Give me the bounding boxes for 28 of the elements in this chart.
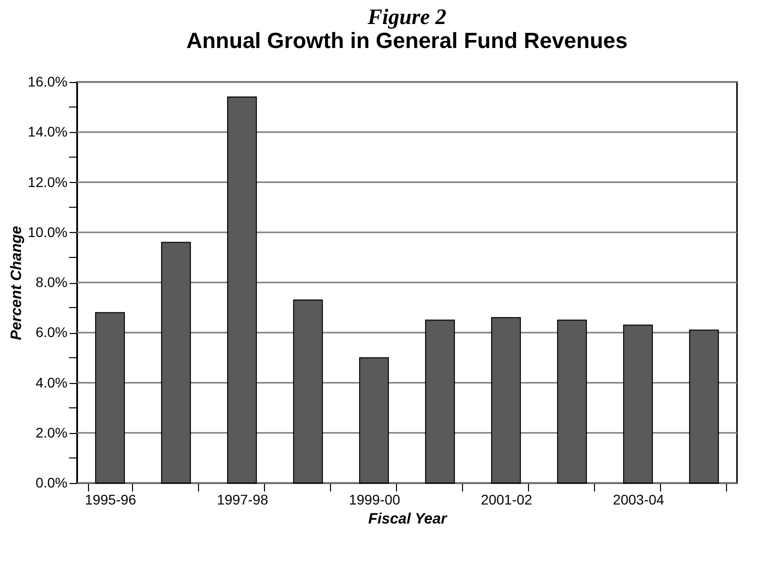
x-tick-label: 2001-02 <box>480 492 532 508</box>
bar <box>689 330 719 484</box>
bar <box>359 357 389 484</box>
y-tick-label: 12.0% <box>28 174 68 190</box>
bar <box>491 317 521 484</box>
x-tick-label: 1997-98 <box>216 492 268 508</box>
y-tick-label: 10.0% <box>28 224 68 240</box>
bar <box>425 320 455 484</box>
x-tick-label: 1995-96 <box>84 492 136 508</box>
y-tick-label: 2.0% <box>36 424 68 440</box>
bar <box>293 300 323 484</box>
y-tick-label: 8.0% <box>36 274 68 290</box>
bar <box>95 312 125 484</box>
chart-subtitle: Annual Growth in General Fund Revenues <box>186 28 628 53</box>
bar <box>557 320 587 484</box>
chart-title: Figure 2 <box>366 4 446 29</box>
x-tick-label: 1999-00 <box>348 492 400 508</box>
bar <box>623 324 653 484</box>
bar <box>227 96 257 484</box>
y-tick-label: 14.0% <box>28 124 68 140</box>
x-axis-title: Fiscal Year <box>368 510 448 528</box>
y-tick-label: 6.0% <box>36 324 68 340</box>
y-tick-label: 0.0% <box>36 474 68 490</box>
y-tick-label: 16.0% <box>28 74 68 90</box>
x-tick-label: 2003-04 <box>612 492 664 508</box>
y-axis-title: Percent Change <box>8 226 25 340</box>
bar <box>161 242 191 484</box>
y-tick-label: 4.0% <box>36 374 68 390</box>
